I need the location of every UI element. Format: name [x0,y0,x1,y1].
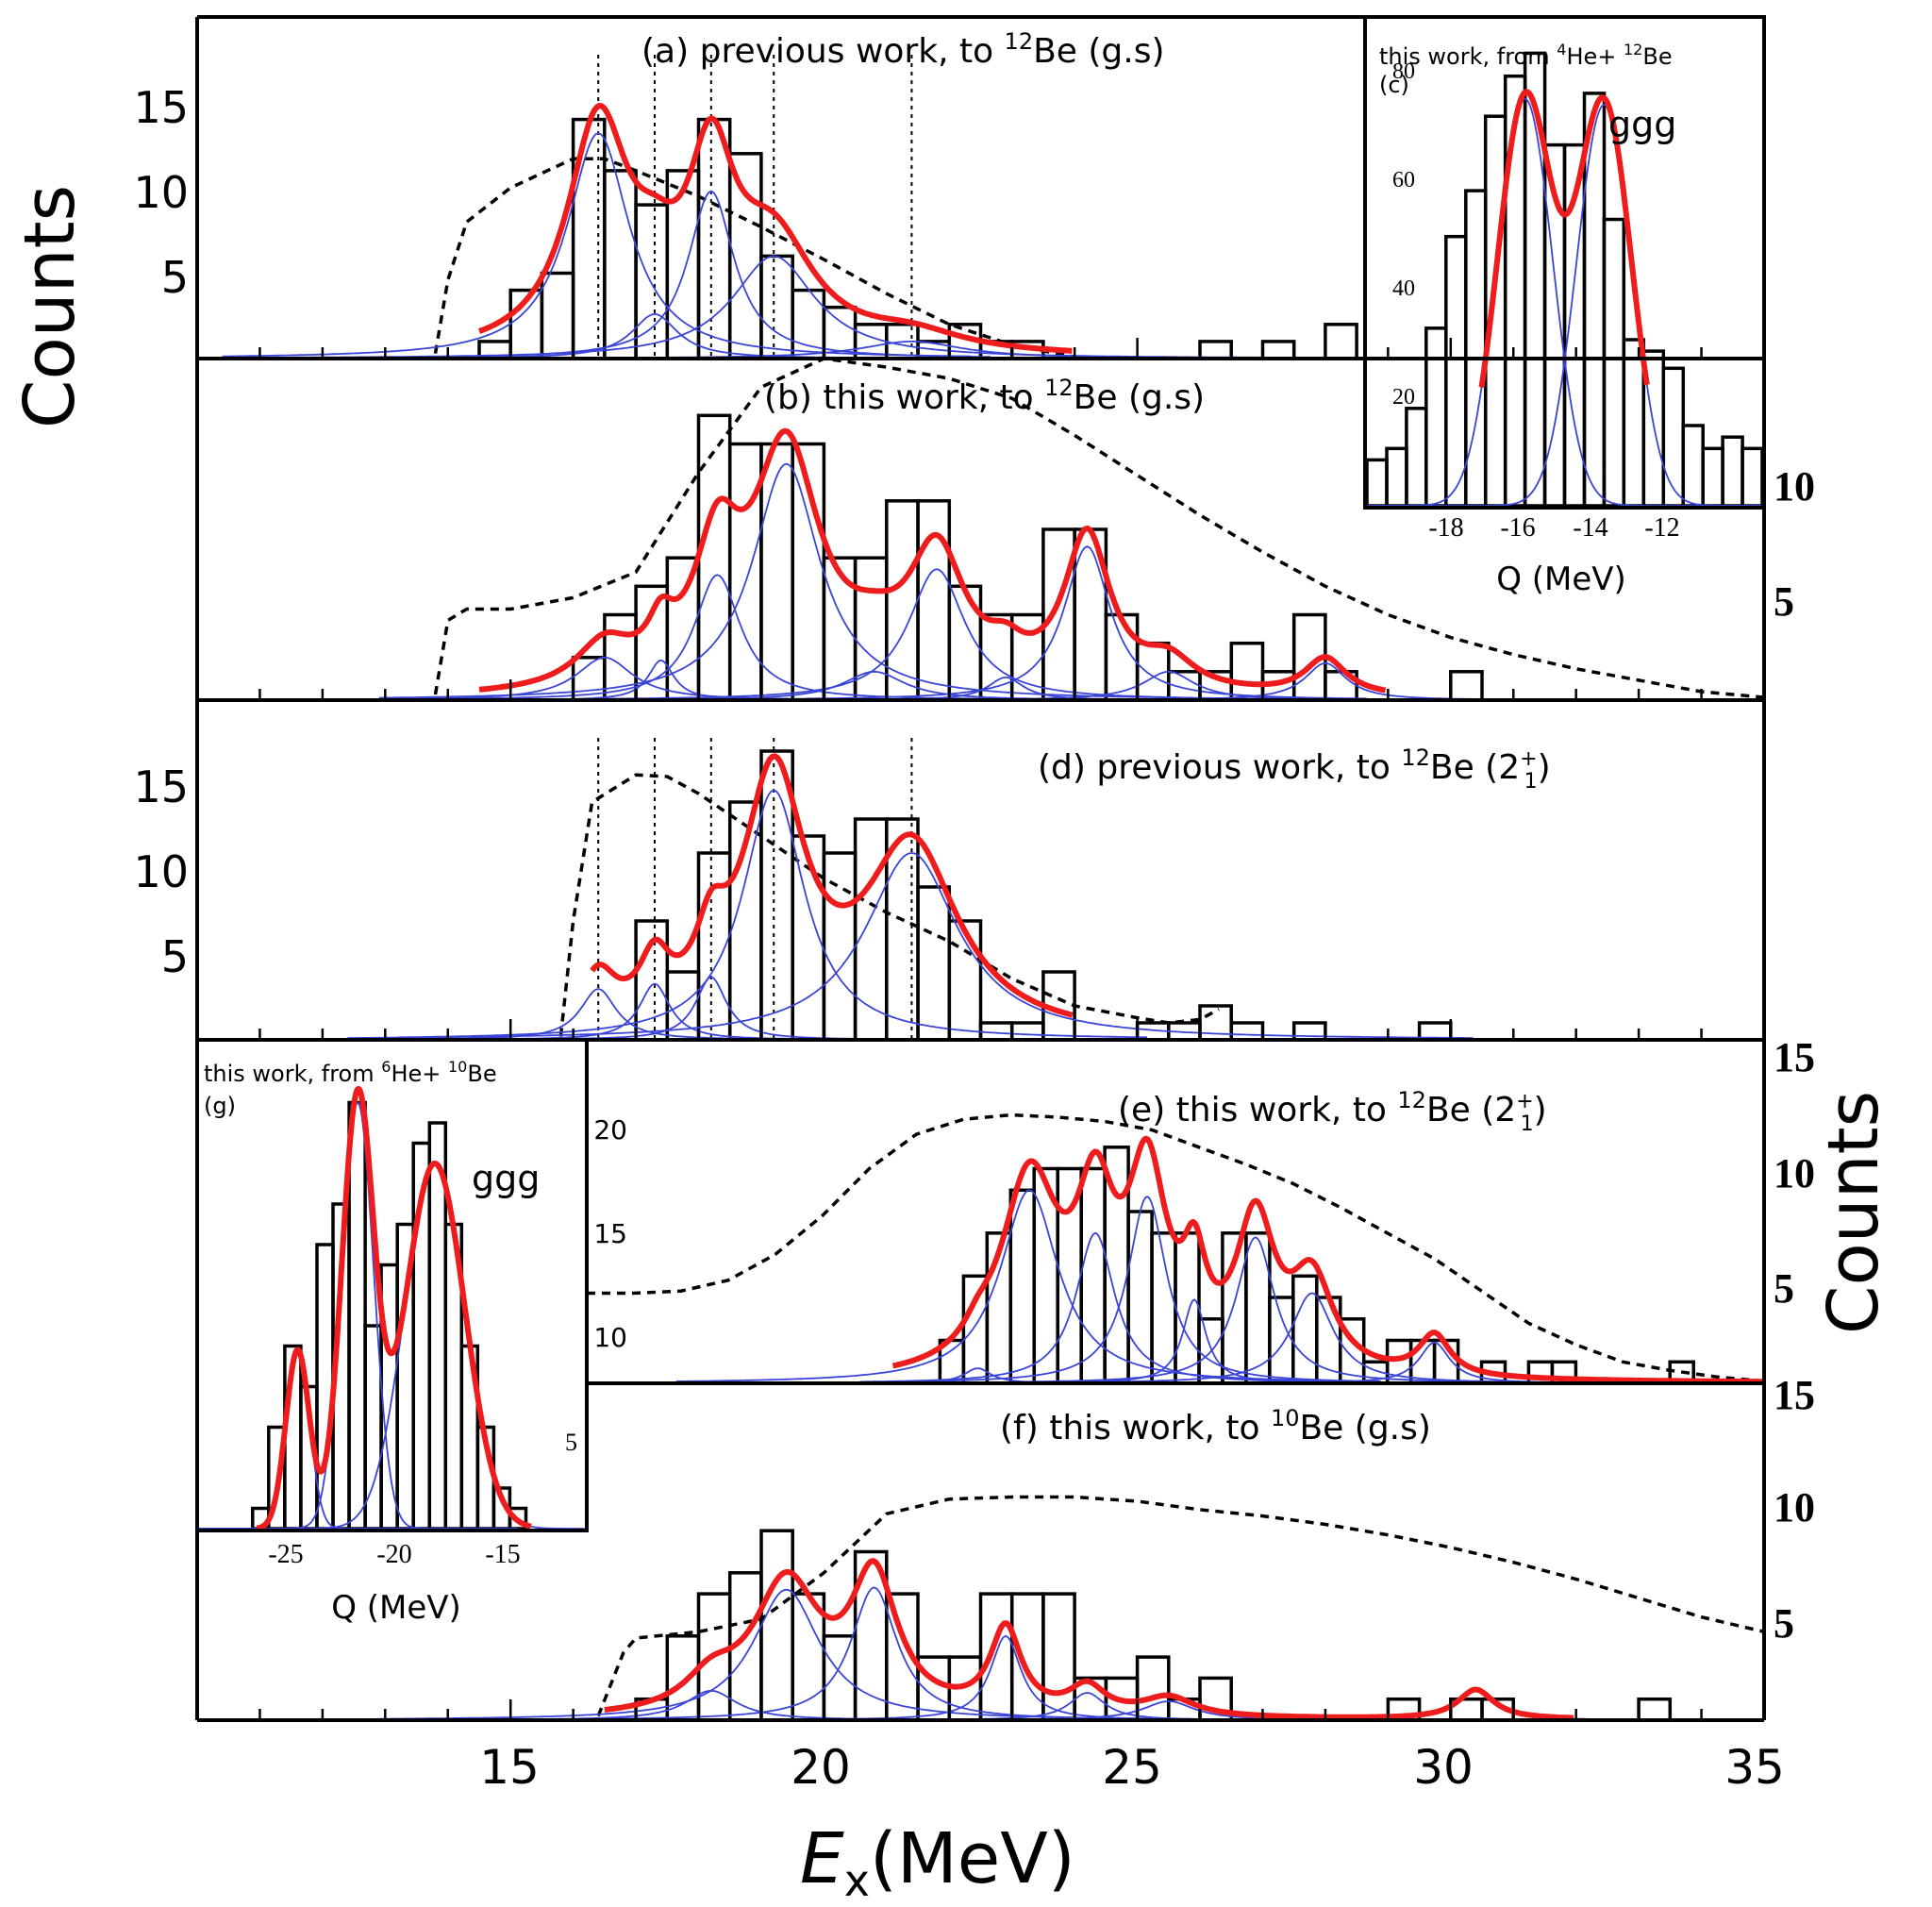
e-inner-tick-labels: 10 15 20 [593,1114,627,1353]
c-ytick-80: 80 [1392,59,1415,84]
inset-g-frame [195,1038,589,1532]
component-fit-e-5 [1020,1236,1490,1383]
title-f: (f) this work, to 10Be (g.s) [1000,1405,1431,1447]
component-fit-e-1 [675,1189,1381,1382]
efficiency-curve-e [587,1112,1765,1383]
g-xtick-m25: -25 [268,1540,303,1569]
component-fit-f-2 [591,1586,1154,1720]
total-fit-c [1478,89,1650,389]
f-rtick-10: 10 [1774,1484,1815,1531]
d-ytick-10: 10 [133,846,189,897]
x-axis-label: Ex(MeV) [800,1818,1075,1906]
inset-c-frame [1363,15,1766,510]
c-ytick-20: 20 [1392,385,1415,410]
inset-c-label: (c) [1379,72,1409,98]
total-fit-d [590,753,1074,1018]
g-xtick-m20: -20 [376,1540,411,1569]
c-xtick-m12: -12 [1644,513,1679,543]
e-rtick-10: 10 [1774,1150,1815,1196]
inset-g-yticks: 5 [565,1429,577,1456]
efficiency-curve-d [558,773,1220,1037]
a-ytick-5: 5 [161,252,189,303]
efficiency-curve-f [596,1495,1765,1717]
component-fit-d-3 [397,789,1148,1039]
inset-g-title: this work, from 6He+ 10Be [204,1058,497,1087]
inset-c-xticks: -18 -16 -14 -12 [1428,513,1679,543]
component-fit-d-4 [347,852,1474,1039]
left-axis-label: Counts [9,185,91,428]
inset-g-marker: ggg [472,1158,540,1199]
component-fit-e-3 [911,1196,1381,1382]
inset-g-background [199,1042,585,1529]
a-ytick-10: 10 [133,167,189,218]
d-ytick-5: 5 [161,931,189,982]
component-fit-e-2 [859,1231,1329,1383]
e-rtick-15: 15 [1774,1034,1815,1080]
inset-g-xticks: -25 -20 -15 [268,1540,520,1569]
g-xtick-m15: -15 [485,1540,520,1569]
e-inner-tick-20: 20 [593,1114,627,1146]
left-tick-labels: 5 10 15 5 10 15 [133,82,189,982]
b-rtick-10: 10 [1774,463,1815,510]
xtick-15: 15 [479,1740,540,1795]
f-rtick-15: 15 [1774,1372,1815,1418]
component-fit-e-6 [1053,1292,1570,1383]
d-ytick-15: 15 [133,761,189,812]
efficiency-curve-b [433,357,1765,699]
total-fit-f [604,1558,1574,1721]
component-fit-b-3 [378,462,1191,699]
inset-c-marker: ggg [1608,104,1676,145]
title-a: (a) previous work, to 12Be (g.s) [641,28,1165,71]
component-fit-b-5 [591,568,1279,700]
xtick-30: 30 [1413,1740,1474,1795]
g-ytick-5: 5 [565,1429,577,1456]
b-rtick-5: 5 [1774,578,1794,625]
inset-c-title: this work, from 4He+ 12Be [1379,41,1673,70]
xtick-25: 25 [1102,1740,1162,1795]
component-fit-b-7 [805,545,1367,700]
inset-g-label: (g) [204,1093,236,1119]
inset-c-yticks: 20 40 60 80 [1392,59,1415,410]
a-ytick-15: 15 [133,82,189,133]
xtick-20: 20 [791,1740,851,1795]
c-xtick-m14: -14 [1573,513,1607,543]
xtick-35: 35 [1724,1740,1785,1795]
e-rtick-5: 5 [1774,1265,1794,1312]
component-fit-a-0 [222,132,973,358]
right-axis-label: Counts [1813,1091,1894,1334]
title-e: (e) this work, to 12Be (2+ 1) [1118,1087,1547,1136]
title-d: (d) previous work, to 12Be (2+ 1) [1038,744,1551,794]
c-ytick-40: 40 [1392,276,1415,301]
c-xtick-m16: -16 [1500,513,1535,543]
e-inner-tick-15: 15 [593,1218,627,1249]
inset-g-xlabel: Q (MeV) [331,1589,461,1627]
total-fit-a [477,103,1073,354]
title-b: (b) this work, to 12Be (g.s) [764,375,1205,417]
x-tick-labels: 15 20 25 30 35 [479,1740,1785,1795]
f-rtick-5: 5 [1774,1600,1794,1647]
total-fit-g [255,1085,534,1531]
c-ytick-60: 60 [1392,168,1415,192]
total-fit-b [478,427,1387,694]
tick-marks [258,338,1703,1720]
inset-c-xlabel: Q (MeV) [1496,560,1626,598]
c-xtick-m18: -18 [1428,513,1463,543]
right-tick-labels: 5 10 5 10 15 5 10 15 [1774,463,1815,1647]
total-fit-e [891,1135,1763,1385]
e-inner-tick-10: 10 [593,1322,627,1353]
